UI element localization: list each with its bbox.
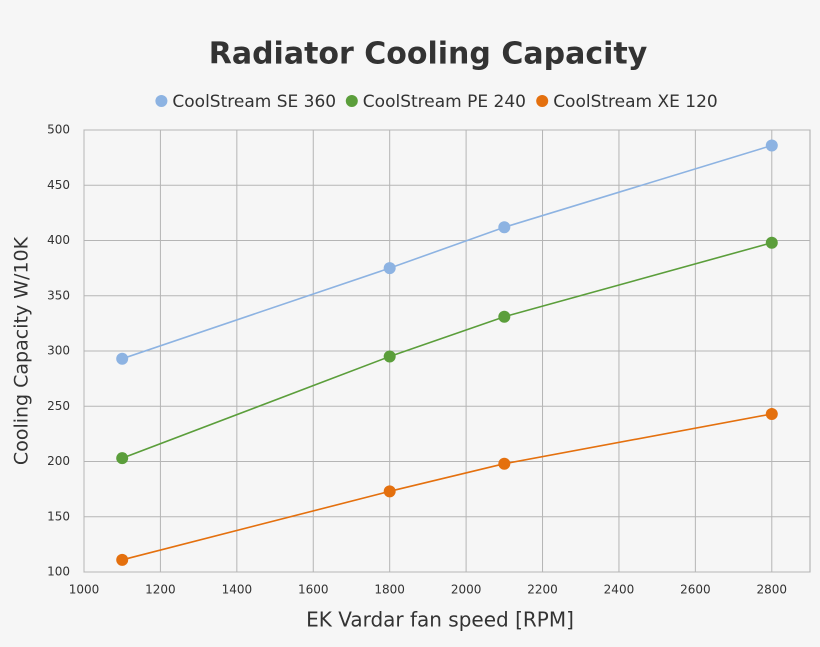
y-tick-label: 450	[47, 178, 70, 192]
x-tick-label: 1400	[222, 583, 253, 597]
data-point	[116, 452, 129, 465]
data-point	[765, 139, 778, 152]
data-point	[383, 350, 396, 363]
y-tick-label: 500	[47, 123, 70, 137]
x-tick-label: 2000	[451, 583, 482, 597]
y-tick-label: 100	[47, 565, 70, 579]
y-axis-label: Cooling Capacity W/10K	[11, 236, 33, 465]
legend-marker	[155, 95, 168, 107]
data-point	[498, 457, 511, 470]
chart-title: Radiator Cooling Capacity	[209, 37, 648, 72]
x-tick-label: 1800	[374, 583, 405, 597]
data-point	[383, 262, 396, 275]
data-point	[116, 553, 129, 566]
legend-label: CoolStream PE 240	[363, 92, 526, 112]
data-point	[498, 310, 511, 323]
y-tick-label: 150	[47, 509, 70, 523]
x-tick-label: 2400	[604, 583, 635, 597]
data-point	[765, 407, 778, 420]
x-tick-label: 1200	[145, 583, 176, 597]
data-point	[383, 485, 396, 498]
y-tick-label: 350	[47, 288, 70, 302]
legend-marker	[345, 95, 358, 107]
y-tick-label: 300	[47, 344, 70, 358]
data-point	[765, 236, 778, 249]
y-tick-label: 250	[47, 399, 70, 413]
data-point	[116, 352, 129, 365]
x-axis-label: EK Vardar fan speed [RPM]	[306, 608, 574, 632]
x-tick-label: 1000	[69, 583, 100, 597]
legend-marker	[536, 95, 549, 107]
x-tick-label: 2200	[527, 583, 558, 597]
legend-label: CoolStream SE 360	[172, 92, 336, 112]
y-tick-label: 200	[47, 454, 70, 468]
series-line	[122, 413, 772, 561]
legend-label: CoolStream XE 120	[553, 92, 718, 112]
x-tick-label: 2600	[680, 583, 711, 597]
x-tick-label: 1600	[298, 583, 329, 597]
y-tick-label: 400	[47, 233, 70, 247]
x-tick-label: 2800	[757, 583, 788, 597]
series-line	[121, 144, 773, 360]
data-point	[498, 221, 511, 234]
series-line	[121, 241, 773, 459]
